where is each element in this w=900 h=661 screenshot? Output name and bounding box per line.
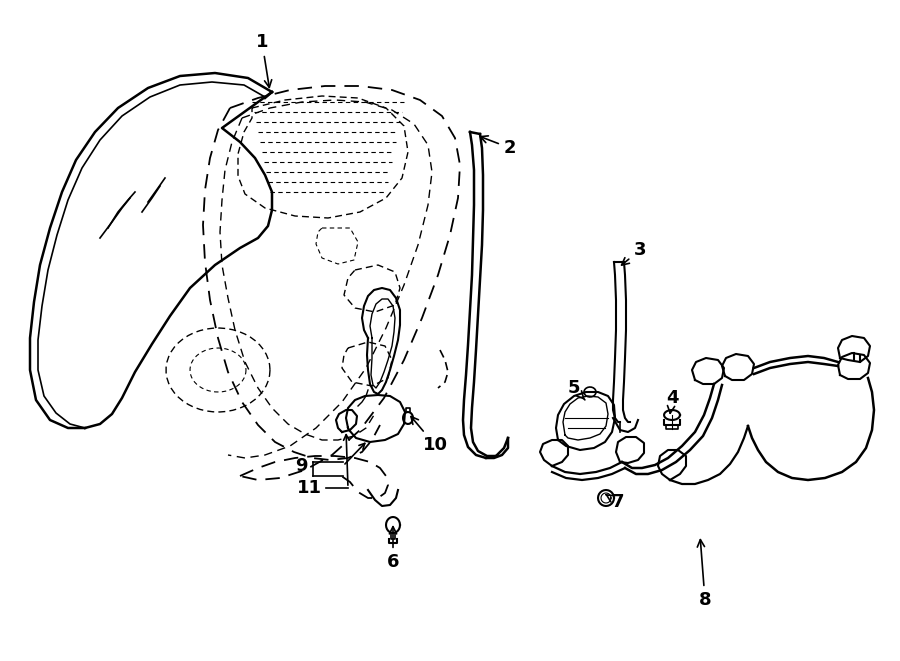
Text: 1: 1: [256, 33, 272, 87]
Text: 6: 6: [387, 527, 400, 571]
Text: 10: 10: [411, 416, 447, 454]
Text: 4: 4: [666, 389, 679, 413]
Text: 2: 2: [481, 136, 517, 157]
Text: 8: 8: [698, 539, 711, 609]
Text: 3: 3: [622, 241, 646, 265]
Text: 11: 11: [297, 479, 322, 497]
Text: 5: 5: [568, 379, 585, 400]
Text: 9: 9: [295, 457, 308, 475]
Text: 7: 7: [607, 493, 625, 511]
